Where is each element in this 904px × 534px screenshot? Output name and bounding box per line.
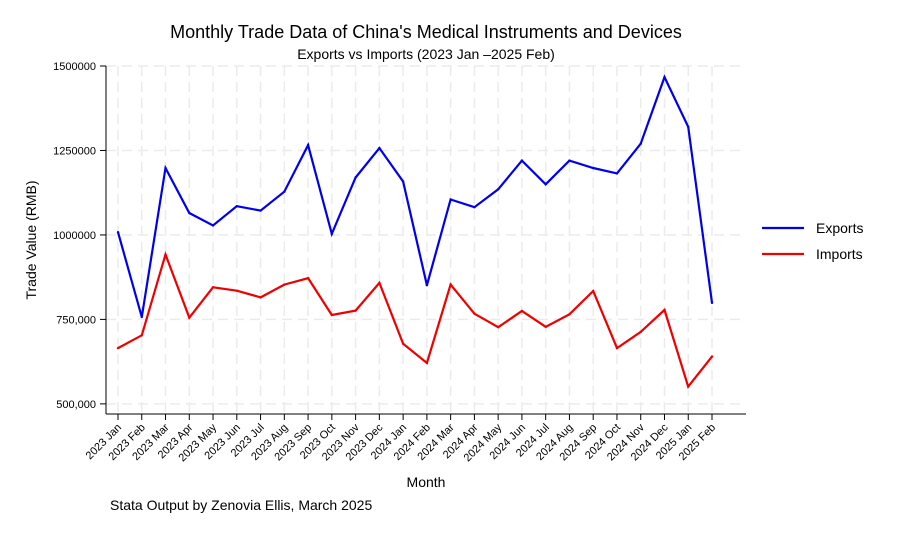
- data-point-imports: [330, 313, 334, 317]
- data-point-exports: [687, 125, 690, 129]
- data-point-imports: [116, 346, 120, 350]
- data-point-imports: [449, 283, 452, 286]
- y-tick-label: 1000000: [53, 230, 96, 242]
- grid-lines: [106, 65, 746, 414]
- data-point-imports: [592, 289, 595, 293]
- chart-note: Stata Output by Zenovia Ellis, March 202…: [110, 497, 372, 513]
- data-point-exports: [259, 209, 262, 212]
- data-point-exports: [330, 232, 334, 236]
- data-point-exports: [306, 143, 310, 147]
- data-point-exports: [354, 176, 357, 179]
- legend-label: Imports: [816, 246, 863, 262]
- series-line-exports: [116, 74, 714, 318]
- data-point-exports: [544, 183, 547, 186]
- y-tick-label: 500,000: [56, 399, 96, 411]
- chart-title: Monthly Trade Data of China's Medical In…: [170, 22, 682, 42]
- data-point-imports: [140, 334, 143, 337]
- data-point-imports: [663, 308, 666, 312]
- data-point-imports: [259, 296, 262, 299]
- data-point-imports: [544, 325, 547, 329]
- data-point-exports: [520, 159, 524, 162]
- data-point-imports: [425, 361, 429, 365]
- data-point-exports: [592, 166, 595, 170]
- series-exports: [116, 74, 714, 319]
- data-point-imports: [687, 385, 690, 388]
- data-point-imports: [568, 313, 571, 316]
- data-point-imports: [354, 309, 357, 312]
- data-point-exports: [710, 301, 714, 305]
- data-point-exports: [140, 315, 143, 319]
- data-point-imports: [211, 286, 215, 289]
- data-point-imports: [615, 346, 619, 350]
- data-point-exports: [188, 211, 191, 215]
- y-tick-label: 750,000: [56, 314, 96, 326]
- data-point-exports: [211, 224, 215, 227]
- data-point-exports: [568, 159, 571, 162]
- data-point-exports: [378, 146, 381, 150]
- series-line-imports: [117, 251, 713, 389]
- data-point-exports: [164, 166, 167, 170]
- data-point-imports: [520, 309, 524, 313]
- data-point-imports: [188, 316, 191, 319]
- y-tick-label: 1500000: [53, 61, 96, 73]
- data-point-imports: [401, 342, 405, 345]
- data-series: [116, 74, 714, 389]
- data-point-imports: [283, 283, 286, 286]
- data-point-exports: [425, 284, 429, 287]
- y-axis-label: Trade Value (RMB): [23, 180, 39, 299]
- data-point-imports: [306, 276, 310, 280]
- legend-item-exports: Exports: [762, 220, 863, 236]
- data-point-exports: [639, 142, 642, 145]
- data-point-imports: [378, 281, 381, 285]
- data-point-exports: [663, 75, 666, 79]
- data-point-imports: [710, 355, 714, 358]
- data-point-imports: [496, 325, 500, 329]
- data-point-imports: [235, 289, 238, 292]
- data-point-exports: [401, 180, 405, 183]
- y-tick-label: 1250000: [53, 145, 96, 157]
- data-point-imports: [639, 330, 642, 334]
- chart-subtitle: Exports vs Imports (2023 Jan –2025 Feb): [297, 46, 555, 62]
- legend-item-imports: Imports: [762, 246, 863, 262]
- data-point-exports: [473, 206, 476, 209]
- data-point-exports: [615, 172, 619, 175]
- data-point-exports: [235, 205, 238, 208]
- data-point-exports: [283, 190, 286, 193]
- data-point-exports: [449, 198, 452, 201]
- legend-label: Exports: [816, 220, 863, 236]
- x-axis-label: Month: [407, 474, 446, 490]
- series-imports: [116, 251, 714, 389]
- legend: Exports Imports: [762, 220, 863, 262]
- data-point-imports: [164, 253, 167, 256]
- data-point-exports: [496, 188, 500, 191]
- data-point-imports: [473, 312, 476, 315]
- data-point-exports: [116, 231, 120, 234]
